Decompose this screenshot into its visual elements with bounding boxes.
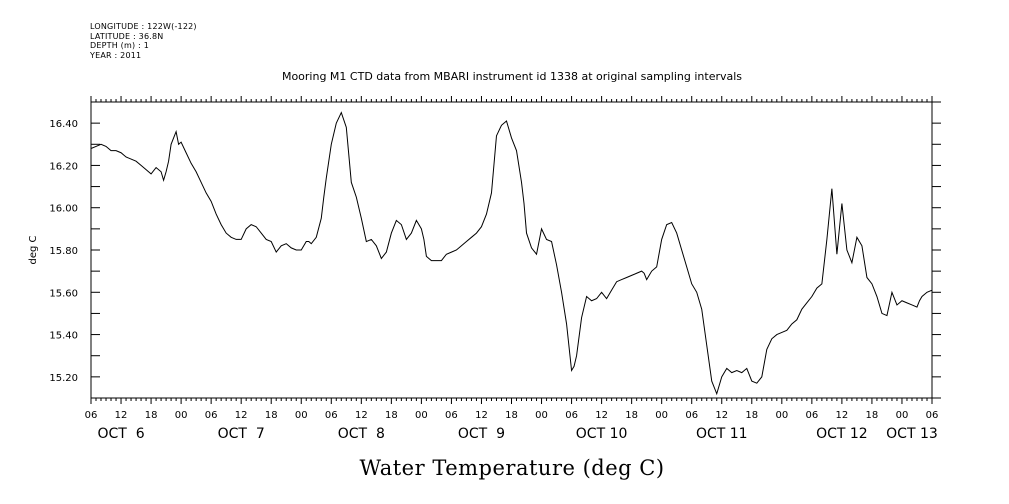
year-label: YEAR : 2011	[90, 50, 142, 60]
x-tick-label: 18	[745, 410, 758, 421]
y-tick-label: 15.20	[49, 373, 78, 384]
x-tick-label: 06	[685, 410, 698, 421]
x-tick-label: 00	[896, 410, 909, 421]
y-axis-title: deg C	[28, 235, 39, 264]
day-labels: OCT 6 OCT 7 OCT 8 OCT 9 OCT 10 OCT 11 OCT 12 OC…	[97, 426, 937, 442]
day-label: OCT 7	[218, 426, 265, 442]
x-tick-label: 12	[475, 410, 488, 421]
x-tick-label: 06	[325, 410, 338, 421]
x-axis-title: Water Temperature (deg C)	[359, 456, 664, 480]
day-label: OCT 9	[458, 426, 505, 442]
y-tick-label: 15.60	[49, 288, 78, 299]
x-tick-label: 18	[625, 410, 638, 421]
chart-title: Mooring M1 CTD data from MBARI instrumen…	[282, 70, 742, 83]
x-tick-label: 06	[85, 410, 98, 421]
axis-ticks	[90, 96, 941, 404]
plot-frame	[90, 101, 933, 399]
x-tick-label: 00	[775, 410, 788, 421]
x-tick-label: 00	[535, 410, 548, 421]
x-tick-label: 06	[445, 410, 458, 421]
x-tick-label: 18	[385, 410, 398, 421]
y-tick-label: 15.40	[49, 331, 78, 342]
latitude-label: LATITUDE : 36.8N	[90, 31, 164, 41]
y-tick-label: 16.20	[49, 161, 78, 172]
x-tick-label: 18	[145, 410, 158, 421]
x-axis-labels: 06 12 18 00 06 12 18 00 06 12 18 00 06 12 18 00 06 12 18 00…	[85, 410, 939, 421]
x-tick-label: 06	[565, 410, 578, 421]
x-tick-label: 18	[265, 410, 278, 421]
x-tick-label: 06	[926, 410, 939, 421]
x-tick-label: 12	[115, 410, 128, 421]
x-tick-label: 00	[175, 410, 188, 421]
x-tick-label: 12	[235, 410, 248, 421]
x-tick-label: 00	[415, 410, 428, 421]
day-label: OCT 13	[886, 426, 938, 442]
metadata-block: LONGITUDE : 122W(-122) LATITUDE : 36.8N …	[90, 22, 197, 60]
x-tick-label: 06	[805, 410, 818, 421]
longitude-label: LONGITUDE : 122W(-122)	[90, 22, 197, 31]
x-tick-label: 12	[595, 410, 608, 421]
x-tick-label: 18	[505, 410, 518, 421]
y-axis-labels: 15.20 15.40 15.60 15.80 16.00 16.20 16.40	[49, 119, 78, 384]
x-tick-label: 12	[715, 410, 728, 421]
day-label: OCT 6	[97, 426, 144, 442]
day-label: OCT 8	[338, 426, 385, 442]
x-tick-label: 12	[836, 410, 849, 421]
x-tick-label: 12	[355, 410, 368, 421]
y-tick-label: 15.80	[49, 246, 78, 257]
x-tick-label: 00	[295, 410, 308, 421]
day-label: OCT 11	[696, 426, 748, 442]
temperature-series-line	[90, 111, 933, 396]
depth-label: DEPTH (m) : 1	[90, 41, 149, 50]
y-tick-label: 16.40	[49, 119, 78, 130]
x-tick-label: 18	[866, 410, 879, 421]
x-tick-label: 00	[655, 410, 668, 421]
y-tick-label: 16.00	[49, 204, 78, 215]
x-tick-label: 06	[205, 410, 218, 421]
day-label: OCT 10	[576, 426, 628, 442]
day-label: OCT 12	[816, 426, 868, 442]
